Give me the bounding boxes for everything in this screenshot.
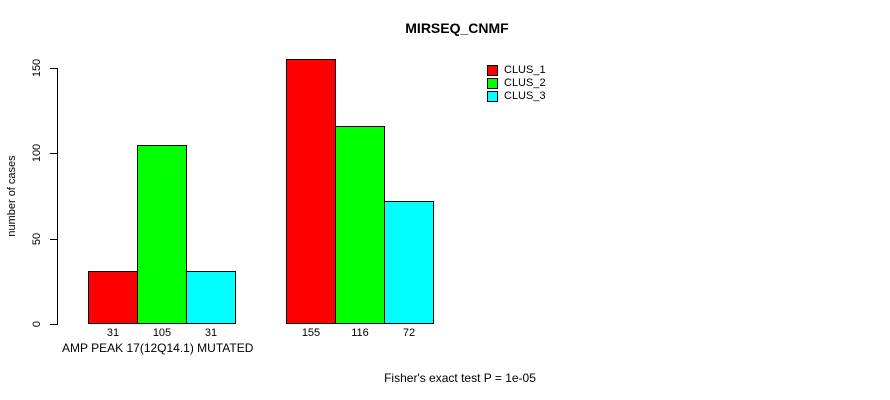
legend: CLUS_1 CLUS_2 CLUS_3: [487, 64, 546, 103]
bar-clus_1-group1: [88, 271, 138, 324]
legend-item-clus_1: CLUS_1: [487, 64, 546, 77]
y-axis-label: number of cases: [6, 155, 18, 237]
legend-swatch: [487, 91, 498, 102]
y-tick: [50, 239, 58, 240]
bar-value-label: 72: [402, 327, 416, 339]
bar-clus_2-group2: [335, 126, 385, 324]
x-axis-label: AMP PEAK 17(12Q14.1) MUTATED: [62, 341, 254, 355]
y-tick: [50, 68, 58, 69]
chart-title: MIRSEQ_CNMF: [405, 20, 509, 36]
legend-label: CLUS_3: [504, 90, 546, 102]
bar-value-label: 116: [351, 327, 369, 339]
y-axis-line: [57, 68, 58, 325]
legend-swatch: [487, 78, 498, 89]
bar-clus_3-group2: [384, 201, 434, 324]
bar-value-label: 155: [301, 327, 321, 339]
legend-label: CLUS_2: [504, 77, 546, 89]
bar-value-label: 105: [152, 327, 172, 339]
bar-clus_1-group2: [286, 59, 336, 324]
bar-value-label: 31: [106, 327, 120, 339]
bar-clus_3-group1: [186, 271, 236, 324]
legend-item-clus_3: CLUS_3: [487, 90, 546, 103]
legend-item-clus_2: CLUS_2: [487, 77, 546, 90]
y-tick: [50, 324, 58, 325]
y-tick-label: 0: [31, 320, 43, 328]
bar-value-label: 31: [204, 327, 218, 339]
fisher-test-note: Fisher's exact test P = 1e-05: [384, 371, 536, 385]
y-tick-label: 50: [31, 232, 43, 246]
bar-clus_2-group1: [137, 145, 187, 324]
legend-swatch: [487, 65, 498, 76]
legend-label: CLUS_1: [504, 64, 546, 76]
y-tick-label: 150: [31, 58, 43, 78]
y-tick-label: 100: [31, 143, 43, 163]
y-tick: [50, 153, 58, 154]
